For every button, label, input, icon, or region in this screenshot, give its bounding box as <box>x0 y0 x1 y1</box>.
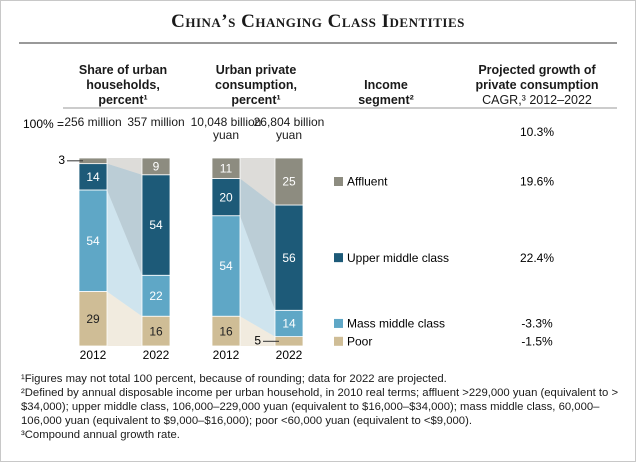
value-label: 14 <box>282 317 296 331</box>
chart-header: Share of urban households, percent¹ <box>78 63 168 107</box>
flow-band <box>240 158 275 205</box>
value-label: 54 <box>86 234 100 248</box>
flow-band <box>107 189 142 317</box>
growth-value: -3.3% <box>521 317 553 331</box>
legend-title: Income segment² <box>358 78 414 107</box>
value-label: 54 <box>149 218 163 232</box>
total-label: 10,048 billion yuan <box>190 115 262 142</box>
x-tick-label: 2012 <box>213 348 240 362</box>
total-caption: 100% = <box>23 117 64 131</box>
legend-swatch <box>334 318 343 328</box>
growth-value: -1.5% <box>521 334 553 348</box>
growth-title: Projected growth of private consumption <box>475 63 599 92</box>
x-tick-label: 2012 <box>80 348 107 362</box>
bar-segment <box>211 315 241 347</box>
growth-subtitle: CAGR,³ 2012–2022 <box>482 93 592 107</box>
total-label: 256 million <box>64 115 122 129</box>
bar-segment <box>211 157 241 179</box>
flow-band <box>240 178 275 311</box>
legend-label: Upper middle class <box>347 251 449 265</box>
value-label: 5 <box>254 333 261 347</box>
x-tick-label: 2022 <box>276 348 303 362</box>
bar-segment <box>141 174 171 276</box>
bar-segment <box>274 336 304 347</box>
bar-segment <box>78 163 108 191</box>
value-label: 9 <box>153 160 160 174</box>
value-label: 22 <box>149 289 163 303</box>
bar-segment <box>141 157 171 176</box>
bar-segment <box>211 178 241 217</box>
legend-label: Affluent <box>347 175 388 189</box>
legend-swatch <box>334 177 343 186</box>
legend-label: Poor <box>347 334 372 348</box>
value-label: 20 <box>219 190 233 204</box>
bar-segment <box>78 189 108 292</box>
chart-header: Urban private consumption, percent¹ <box>215 63 297 107</box>
bar-segment <box>274 309 304 337</box>
bar-segment <box>211 215 241 317</box>
flow-band <box>107 291 142 346</box>
legend-swatch <box>334 253 343 263</box>
bar-segment <box>78 157 108 165</box>
legend-swatch <box>334 336 343 346</box>
footnote: ³Compound annual growth rate. <box>21 429 180 441</box>
flow-band <box>107 163 142 276</box>
value-label: 16 <box>149 324 163 338</box>
value-label: 54 <box>219 259 233 273</box>
footnote: ²Defined by annual disposable income per… <box>21 387 619 427</box>
bar-segment <box>274 157 304 206</box>
value-label: 3 <box>58 153 65 167</box>
value-label: 56 <box>282 251 296 265</box>
title: China’s Changing Class Identities <box>171 11 465 32</box>
flow-band <box>107 158 142 175</box>
legend-label: Mass middle class <box>347 317 445 331</box>
value-label: 11 <box>220 161 233 175</box>
value-label: 16 <box>219 324 233 338</box>
footnote: ¹Figures may not total 100 percent, beca… <box>21 373 447 385</box>
value-label: 29 <box>86 312 100 326</box>
growth-value: 22.4% <box>520 251 554 265</box>
bar-segment <box>78 291 108 347</box>
value-label: 14 <box>86 170 100 184</box>
value-label: 25 <box>282 175 296 189</box>
total-growth: 10.3% <box>520 125 554 139</box>
growth-value: 19.6% <box>520 175 554 189</box>
flow-band <box>240 316 275 346</box>
x-tick-label: 2022 <box>143 348 170 362</box>
flow-band <box>240 215 275 337</box>
total-label: 357 million <box>127 115 185 129</box>
total-label: 26,804 billion yuan <box>253 115 325 142</box>
footnotes: ¹Figures may not total 100 percent, beca… <box>21 372 621 442</box>
